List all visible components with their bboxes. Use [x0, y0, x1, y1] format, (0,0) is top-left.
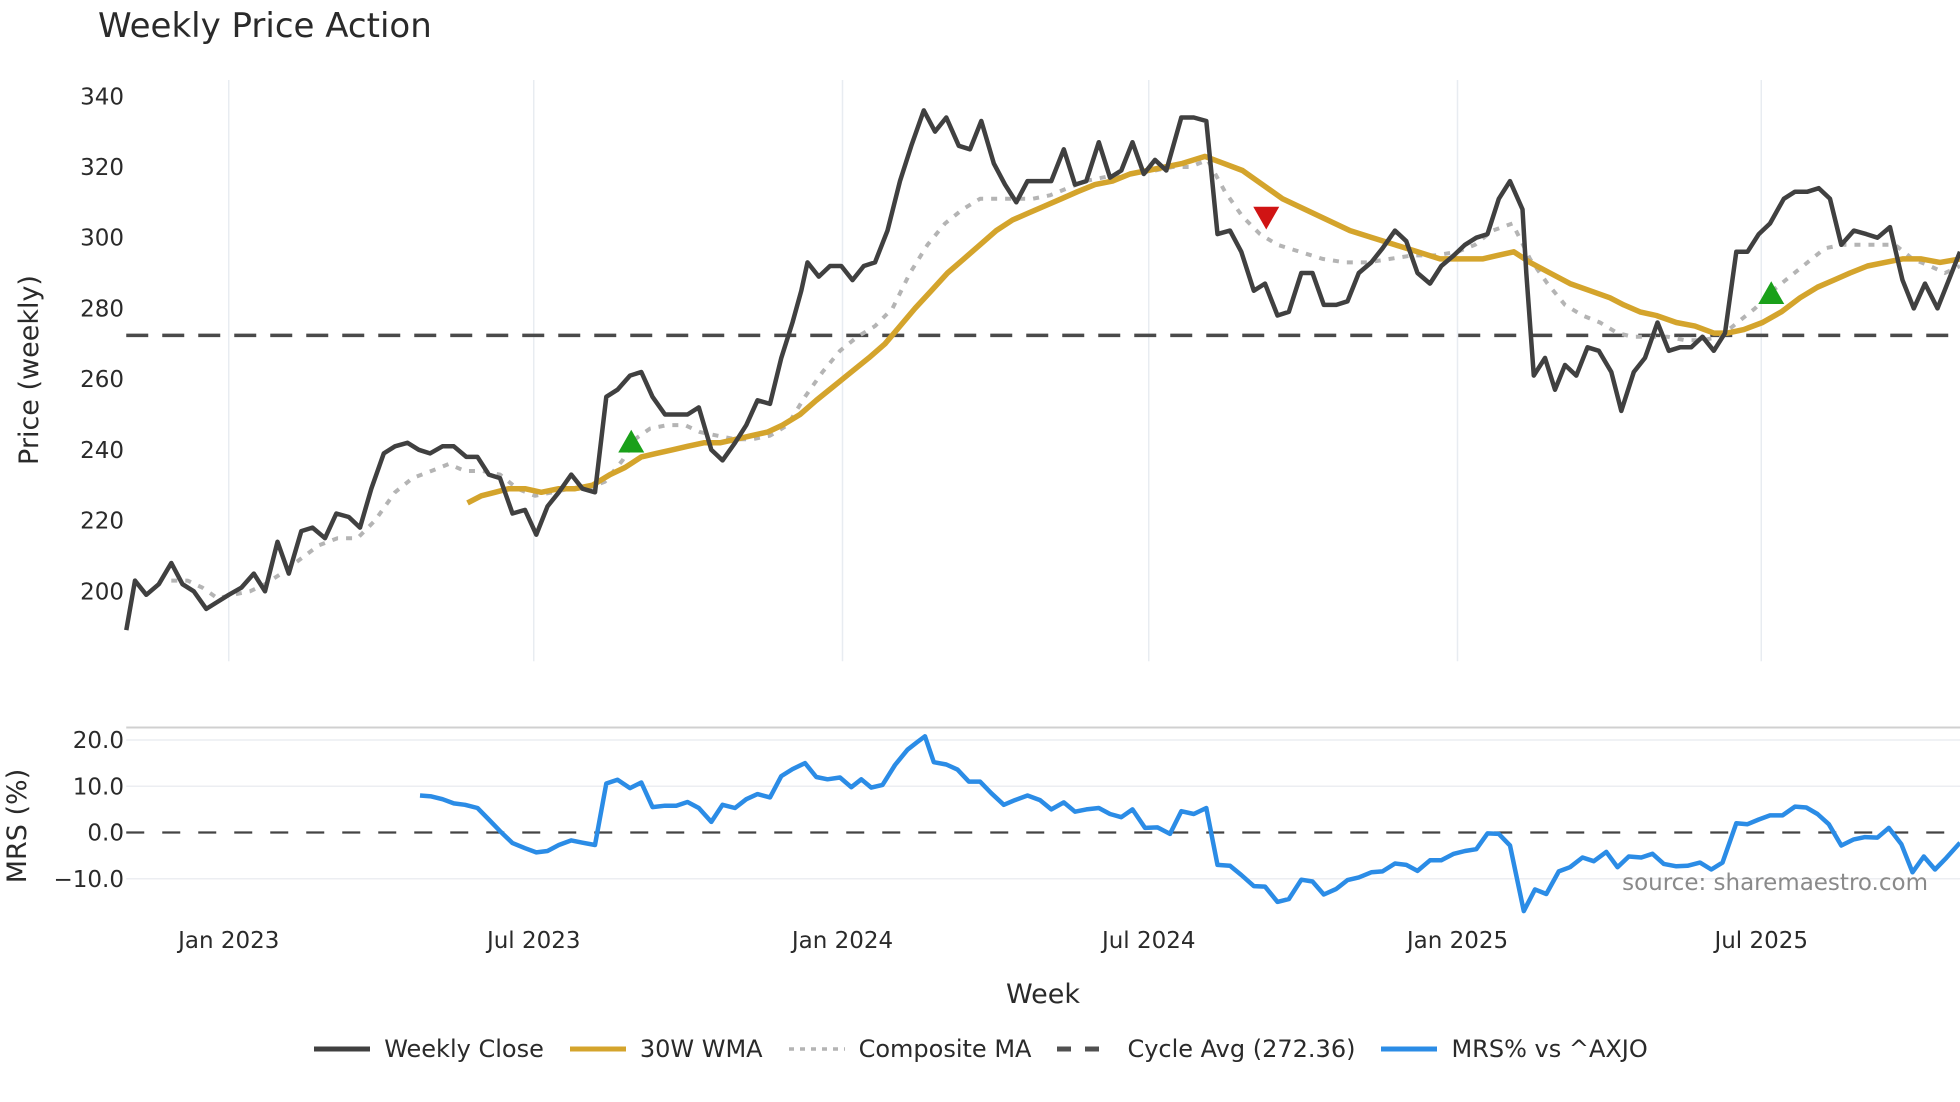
- legend-label: 30W WMA: [639, 1035, 763, 1063]
- mrs-panel: 20.0 10.0 0.0 −10.0 Jan 2023 Jul 2023 Jan 2024…: [54, 726, 1960, 954]
- price-y-tick: 300: [80, 226, 124, 252]
- price-y-tick: 240: [80, 438, 124, 464]
- mrs-y-tick: −10.0: [54, 867, 124, 893]
- x-tick-label: Jan 2023: [176, 928, 279, 954]
- legend-item: Composite MA: [787, 1035, 1032, 1063]
- legend-label: Cycle Avg (272.36): [1127, 1035, 1356, 1063]
- buy-signal-icon: [1758, 281, 1785, 304]
- legend: Weekly Close 30W WMA Composite MA Cycle Avg…: [0, 1035, 1960, 1063]
- price-y-tick: 320: [80, 155, 124, 181]
- sell-signal-icon: [1253, 206, 1280, 230]
- mrs-y-tick: 10.0: [73, 774, 124, 800]
- mrs-y-tick: 20.0: [73, 728, 124, 754]
- price-y-tick: 280: [80, 296, 124, 322]
- x-tick-label: Jul 2025: [1712, 928, 1808, 954]
- price-y-axis-label: Price (weekly): [14, 275, 45, 465]
- legend-item: Weekly Close: [312, 1035, 544, 1063]
- 30w-wma-line: [466, 153, 1960, 506]
- chart-title: Weekly Price Action: [98, 6, 432, 46]
- x-tick-label: Jan 2024: [790, 928, 893, 954]
- x-tick-label: Jul 2023: [485, 928, 581, 954]
- buy-signal-icon: [618, 429, 645, 453]
- weekly-close-line: [124, 108, 1960, 631]
- legend-swatch-icon: [312, 1037, 372, 1061]
- legend-item: Cycle Avg (272.36): [1055, 1035, 1355, 1063]
- legend-swatch-icon: [787, 1037, 847, 1061]
- composite-ma-line: [171, 157, 1960, 601]
- legend-item: 30W WMA: [568, 1035, 763, 1063]
- price-panel: 200 220 240 260 280 300 320 340: [80, 80, 1960, 662]
- price-y-tick: 260: [80, 367, 124, 393]
- price-y-tick: 200: [80, 579, 124, 605]
- legend-swatch-icon: [568, 1037, 628, 1061]
- legend-swatch-icon: [1379, 1037, 1439, 1061]
- x-tick-label: Jan 2025: [1405, 928, 1508, 954]
- mrs-y-tick: 0.0: [87, 821, 124, 847]
- price-y-tick: 340: [80, 84, 124, 110]
- legend-label: Composite MA: [858, 1035, 1032, 1063]
- legend-label: MRS% vs ^AXJO: [1451, 1035, 1648, 1063]
- mrs-y-axis-label: MRS (%): [2, 769, 33, 884]
- source-label: source: sharemaestro.com: [1622, 870, 1928, 896]
- x-axis-label: Week: [1006, 979, 1080, 1010]
- price-y-tick: 220: [80, 509, 124, 535]
- legend-swatch-icon: [1055, 1037, 1115, 1061]
- mrs-line: [419, 734, 1960, 914]
- legend-item: MRS% vs ^AXJO: [1379, 1035, 1648, 1063]
- legend-label: Weekly Close: [384, 1035, 544, 1063]
- x-tick-label: Jul 2024: [1100, 928, 1196, 954]
